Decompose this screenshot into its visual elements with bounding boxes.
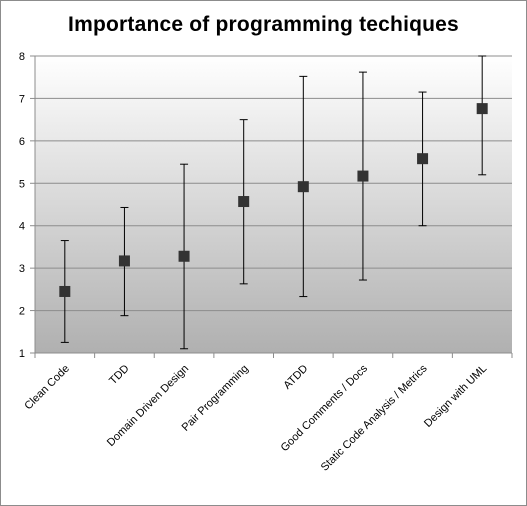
x-tick-label: TDD — [107, 363, 132, 388]
y-tick-label: 8 — [19, 51, 25, 63]
data-point-marker — [297, 181, 309, 193]
data-point-marker — [178, 250, 190, 262]
y-tick-label: 1 — [19, 348, 25, 360]
axes — [34, 56, 513, 358]
chart-title: Importance of programming techiques — [68, 13, 459, 36]
y-tick-label: 5 — [19, 178, 25, 190]
data-point-marker — [118, 255, 130, 267]
y-tick-label: 3 — [19, 263, 25, 275]
data-point-marker — [357, 170, 369, 182]
y-tick-label: 6 — [19, 136, 25, 148]
y-tick-label: 7 — [19, 93, 25, 105]
y-tick-labels: 1 2 3 4 5 6 7 8 — [19, 51, 25, 360]
x-tick-label: ATDD — [281, 363, 310, 392]
data-point-marker — [59, 285, 71, 297]
data-point-marker — [417, 153, 429, 165]
x-tick-label: Static Code Analysis / Metrics — [319, 362, 430, 473]
y-tick-label: 4 — [19, 221, 25, 233]
y-tick-label: 2 — [19, 306, 25, 318]
data-points — [59, 103, 488, 297]
plot-area — [35, 56, 512, 353]
x-tick-label: Clean Code — [22, 363, 72, 413]
data-point-marker — [238, 196, 250, 208]
data-point-marker — [476, 103, 488, 115]
x-tick-label: Pair Programming — [180, 363, 251, 434]
x-tick-label: Design with UML — [422, 363, 489, 430]
